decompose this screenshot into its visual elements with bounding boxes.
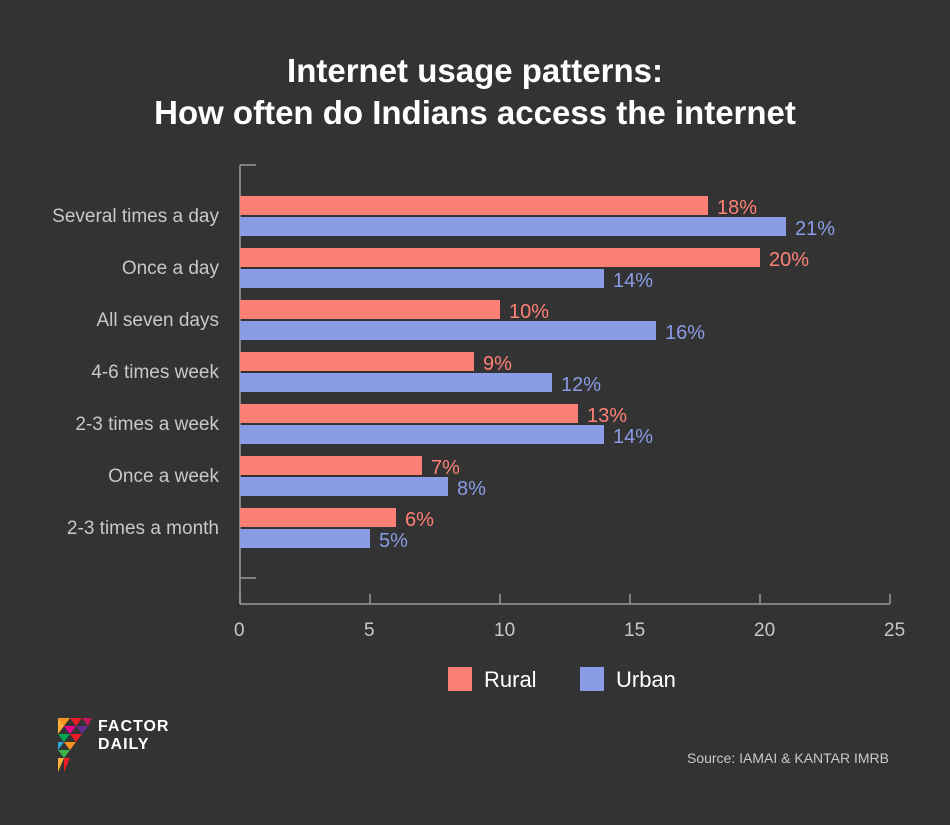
rural-bar xyxy=(240,508,396,527)
category-label: Several times a day xyxy=(52,206,219,227)
x-tick-label-0: 0 xyxy=(234,620,245,641)
x-tick-label-5: 5 xyxy=(364,620,375,641)
urban-bar xyxy=(240,321,656,340)
urban-bar xyxy=(240,529,370,548)
urban-value-label: 8% xyxy=(457,478,486,500)
logo-line-1: FACTOR xyxy=(98,718,170,735)
rural-value-label: 18% xyxy=(717,197,757,219)
rural-value-label: 10% xyxy=(509,301,549,323)
urban-bar xyxy=(240,425,604,444)
category-label: 2-3 times a month xyxy=(67,518,219,539)
rural-legend-swatch xyxy=(448,667,472,691)
rural-bar xyxy=(240,196,708,215)
category-label: All seven days xyxy=(96,310,219,331)
urban-value-label: 14% xyxy=(613,270,653,292)
logo-line-2: DAILY xyxy=(98,736,150,753)
logo-text: FACTOR DAILY xyxy=(98,718,169,754)
category-label: 2-3 times a week xyxy=(75,414,219,435)
urban-bar xyxy=(240,477,448,496)
rural-bar xyxy=(240,456,422,475)
rural-value-label: 20% xyxy=(769,249,809,271)
rural-bar xyxy=(240,300,500,319)
urban-bar xyxy=(240,373,552,392)
rural-bar xyxy=(240,248,760,267)
x-tick-label-25: 25 xyxy=(884,620,905,641)
x-tick-label-15: 15 xyxy=(624,620,645,641)
urban-value-label: 14% xyxy=(613,426,653,448)
urban-value-label: 12% xyxy=(561,374,601,396)
category-label: 4-6 times week xyxy=(91,362,219,383)
rural-value-label: 7% xyxy=(431,457,460,479)
factor-daily-logo: FACTOR DAILY xyxy=(58,718,188,774)
rural-value-label: 9% xyxy=(483,353,512,375)
x-tick-label-10: 10 xyxy=(494,620,515,641)
bar-chart: 0 5 10 15 20 25 Several times a day 18% 21% Once … xyxy=(52,164,905,692)
urban-value-label: 5% xyxy=(379,530,408,552)
urban-value-label: 21% xyxy=(795,218,835,240)
rural-bar xyxy=(240,404,578,423)
rural-legend-label: Rural xyxy=(484,667,537,692)
rural-value-label: 6% xyxy=(405,509,434,531)
category-label: Once a day xyxy=(122,258,220,279)
title-line-1: Internet usage patterns: xyxy=(287,52,663,89)
urban-bar xyxy=(240,217,786,236)
rural-value-label: 13% xyxy=(587,405,627,427)
category-label: Once a week xyxy=(108,466,219,487)
urban-legend-label: Urban xyxy=(616,667,676,692)
urban-legend-swatch xyxy=(580,667,604,691)
logo-mark-icon xyxy=(58,718,92,772)
urban-bar xyxy=(240,269,604,288)
source-note: Source: IAMAI & KANTAR IMRB xyxy=(686,750,889,766)
title-line-2: How often do Indians access the internet xyxy=(154,94,796,131)
chart-title: Internet usage patterns: How often do In… xyxy=(0,50,950,134)
urban-value-label: 16% xyxy=(665,322,705,344)
x-tick-label-20: 20 xyxy=(754,620,775,641)
rural-bar xyxy=(240,352,474,371)
